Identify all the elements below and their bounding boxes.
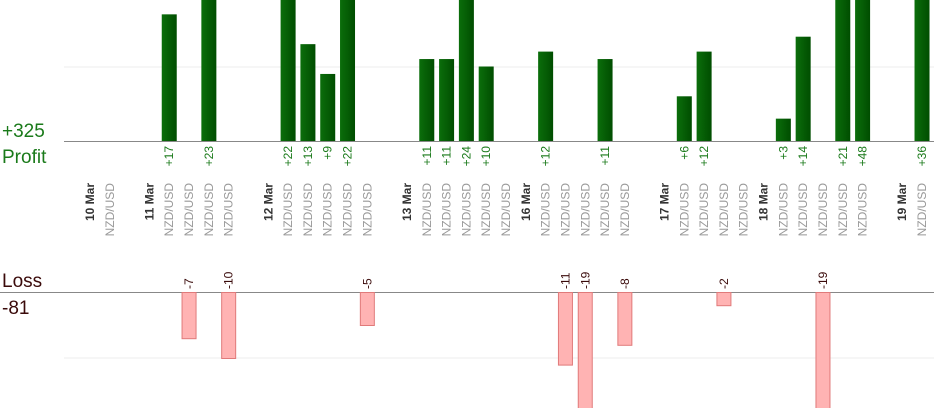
profit-bar: [161, 14, 177, 142]
x-tick-label: 18 Mar: [757, 183, 771, 221]
profit-bar: [775, 118, 791, 141]
profit-value-label: +11: [598, 146, 612, 166]
x-tick-label: 19 Mar: [895, 183, 909, 221]
x-tick-label: 16 Mar: [519, 183, 533, 221]
x-tick-label: 10 Mar: [83, 183, 97, 221]
profit-bar: [597, 59, 613, 141]
profit-label: Profit: [2, 147, 47, 168]
profit-value-label: +9: [321, 146, 335, 160]
x-tick-label: NZD/USD: [360, 183, 374, 237]
profit-bar: [280, 0, 296, 141]
x-tick-label: 13 Mar: [400, 183, 414, 221]
x-tick-label: NZD/USD: [459, 183, 473, 237]
x-tick-label: NZD/USD: [321, 183, 335, 237]
loss-total: -81: [2, 298, 29, 319]
x-tick-label: NZD/USD: [539, 183, 553, 237]
profit-bar: [914, 0, 930, 142]
loss-value-label: -8: [618, 278, 632, 289]
profit-bar: [419, 59, 435, 141]
profit-value-label: +6: [677, 146, 691, 160]
x-tick-label: NZD/USD: [103, 183, 117, 237]
profit-bar: [795, 36, 811, 142]
x-tick-label: NZD/USD: [737, 183, 751, 237]
x-tick-label: NZD/USD: [598, 183, 612, 237]
x-tick-label: NZD/USD: [281, 183, 295, 237]
profit-bar: [478, 66, 494, 141]
x-tick-label: NZD/USD: [420, 183, 434, 237]
profit-value-label: +17: [162, 146, 176, 167]
profit-bar: [458, 0, 474, 142]
profit-bar: [676, 96, 692, 141]
x-tick-label: NZD/USD: [776, 183, 790, 237]
loss-bar: [557, 292, 573, 366]
x-tick-label: NZD/USD: [479, 183, 493, 237]
loss-bar: [577, 292, 593, 408]
profit-value-label: +23: [202, 146, 216, 167]
profit-bar: [340, 0, 356, 141]
profit-bar: [835, 0, 851, 141]
profit-value-label: +14: [796, 146, 810, 167]
x-tick-label: NZD/USD: [796, 183, 810, 237]
x-tick-label: NZD/USD: [836, 183, 850, 237]
loss-area: [181, 292, 831, 408]
profit-bar: [855, 0, 871, 141]
loss-value-label: -19: [816, 271, 830, 289]
loss-label: Loss: [2, 271, 42, 292]
profit-bar: [538, 51, 554, 141]
profit-value-label: +10: [479, 146, 493, 167]
profit-bar: [320, 73, 336, 141]
x-tick-label: NZD/USD: [816, 183, 830, 237]
x-tick-label: NZD/USD: [182, 183, 196, 237]
loss-bar: [617, 292, 633, 346]
loss-value-label: -5: [360, 278, 374, 289]
x-tick-label: NZD/USD: [341, 183, 355, 237]
loss-value-label: -2: [717, 278, 731, 289]
profit-value-label: +11: [440, 146, 454, 166]
x-tick-label: NZD/USD: [499, 183, 513, 237]
profit-value-label: +22: [281, 146, 295, 167]
x-tick-label: NZD/USD: [915, 183, 929, 237]
profit-value-label: +22: [341, 146, 355, 167]
profit-bar: [696, 51, 712, 141]
loss-bar: [359, 292, 375, 326]
x-tick-label: NZD/USD: [222, 183, 236, 237]
loss-value-label: -11: [558, 272, 572, 289]
x-tick-label: NZD/USD: [677, 183, 691, 237]
profit-value-label: +24: [459, 146, 473, 167]
x-tick-label: 17 Mar: [657, 183, 671, 221]
loss-bar: [221, 292, 237, 359]
x-tick-label: NZD/USD: [618, 183, 632, 237]
loss-value-label: -7: [182, 278, 196, 289]
profit-value-label: +11: [420, 146, 434, 166]
x-tick-label: NZD/USD: [202, 183, 216, 237]
profit-value-label: +21: [836, 146, 850, 167]
profit-total: +325: [2, 121, 45, 142]
x-tick-label: NZD/USD: [856, 183, 870, 237]
loss-value-label: -10: [222, 271, 236, 289]
loss-bar: [181, 292, 197, 340]
profit-bar: [201, 0, 217, 142]
x-tick-label: NZD/USD: [301, 183, 315, 237]
profit-value-label: +12: [697, 146, 711, 167]
x-tick-label: 12 Mar: [261, 183, 275, 221]
x-tick-label: NZD/USD: [440, 183, 454, 237]
x-tick-label: NZD/USD: [697, 183, 711, 237]
x-tick-label: NZD/USD: [578, 183, 592, 237]
x-tick-label: NZD/USD: [717, 183, 731, 237]
profit-value-label: +13: [301, 146, 315, 167]
profit-value-label: +12: [539, 146, 553, 167]
x-tick-label: NZD/USD: [558, 183, 572, 237]
profit-value-label: +3: [776, 146, 790, 160]
x-tick-label: NZD/USD: [162, 183, 176, 237]
profit-bar: [300, 44, 316, 141]
profit-value-label: +36: [915, 146, 929, 167]
loss-bar: [716, 292, 732, 307]
loss-value-label: -19: [578, 271, 592, 289]
loss-bar: [815, 292, 831, 408]
x-tick-label: 11 Mar: [142, 183, 156, 221]
profit-value-label: +48: [856, 146, 870, 167]
profit-bar: [439, 59, 455, 141]
